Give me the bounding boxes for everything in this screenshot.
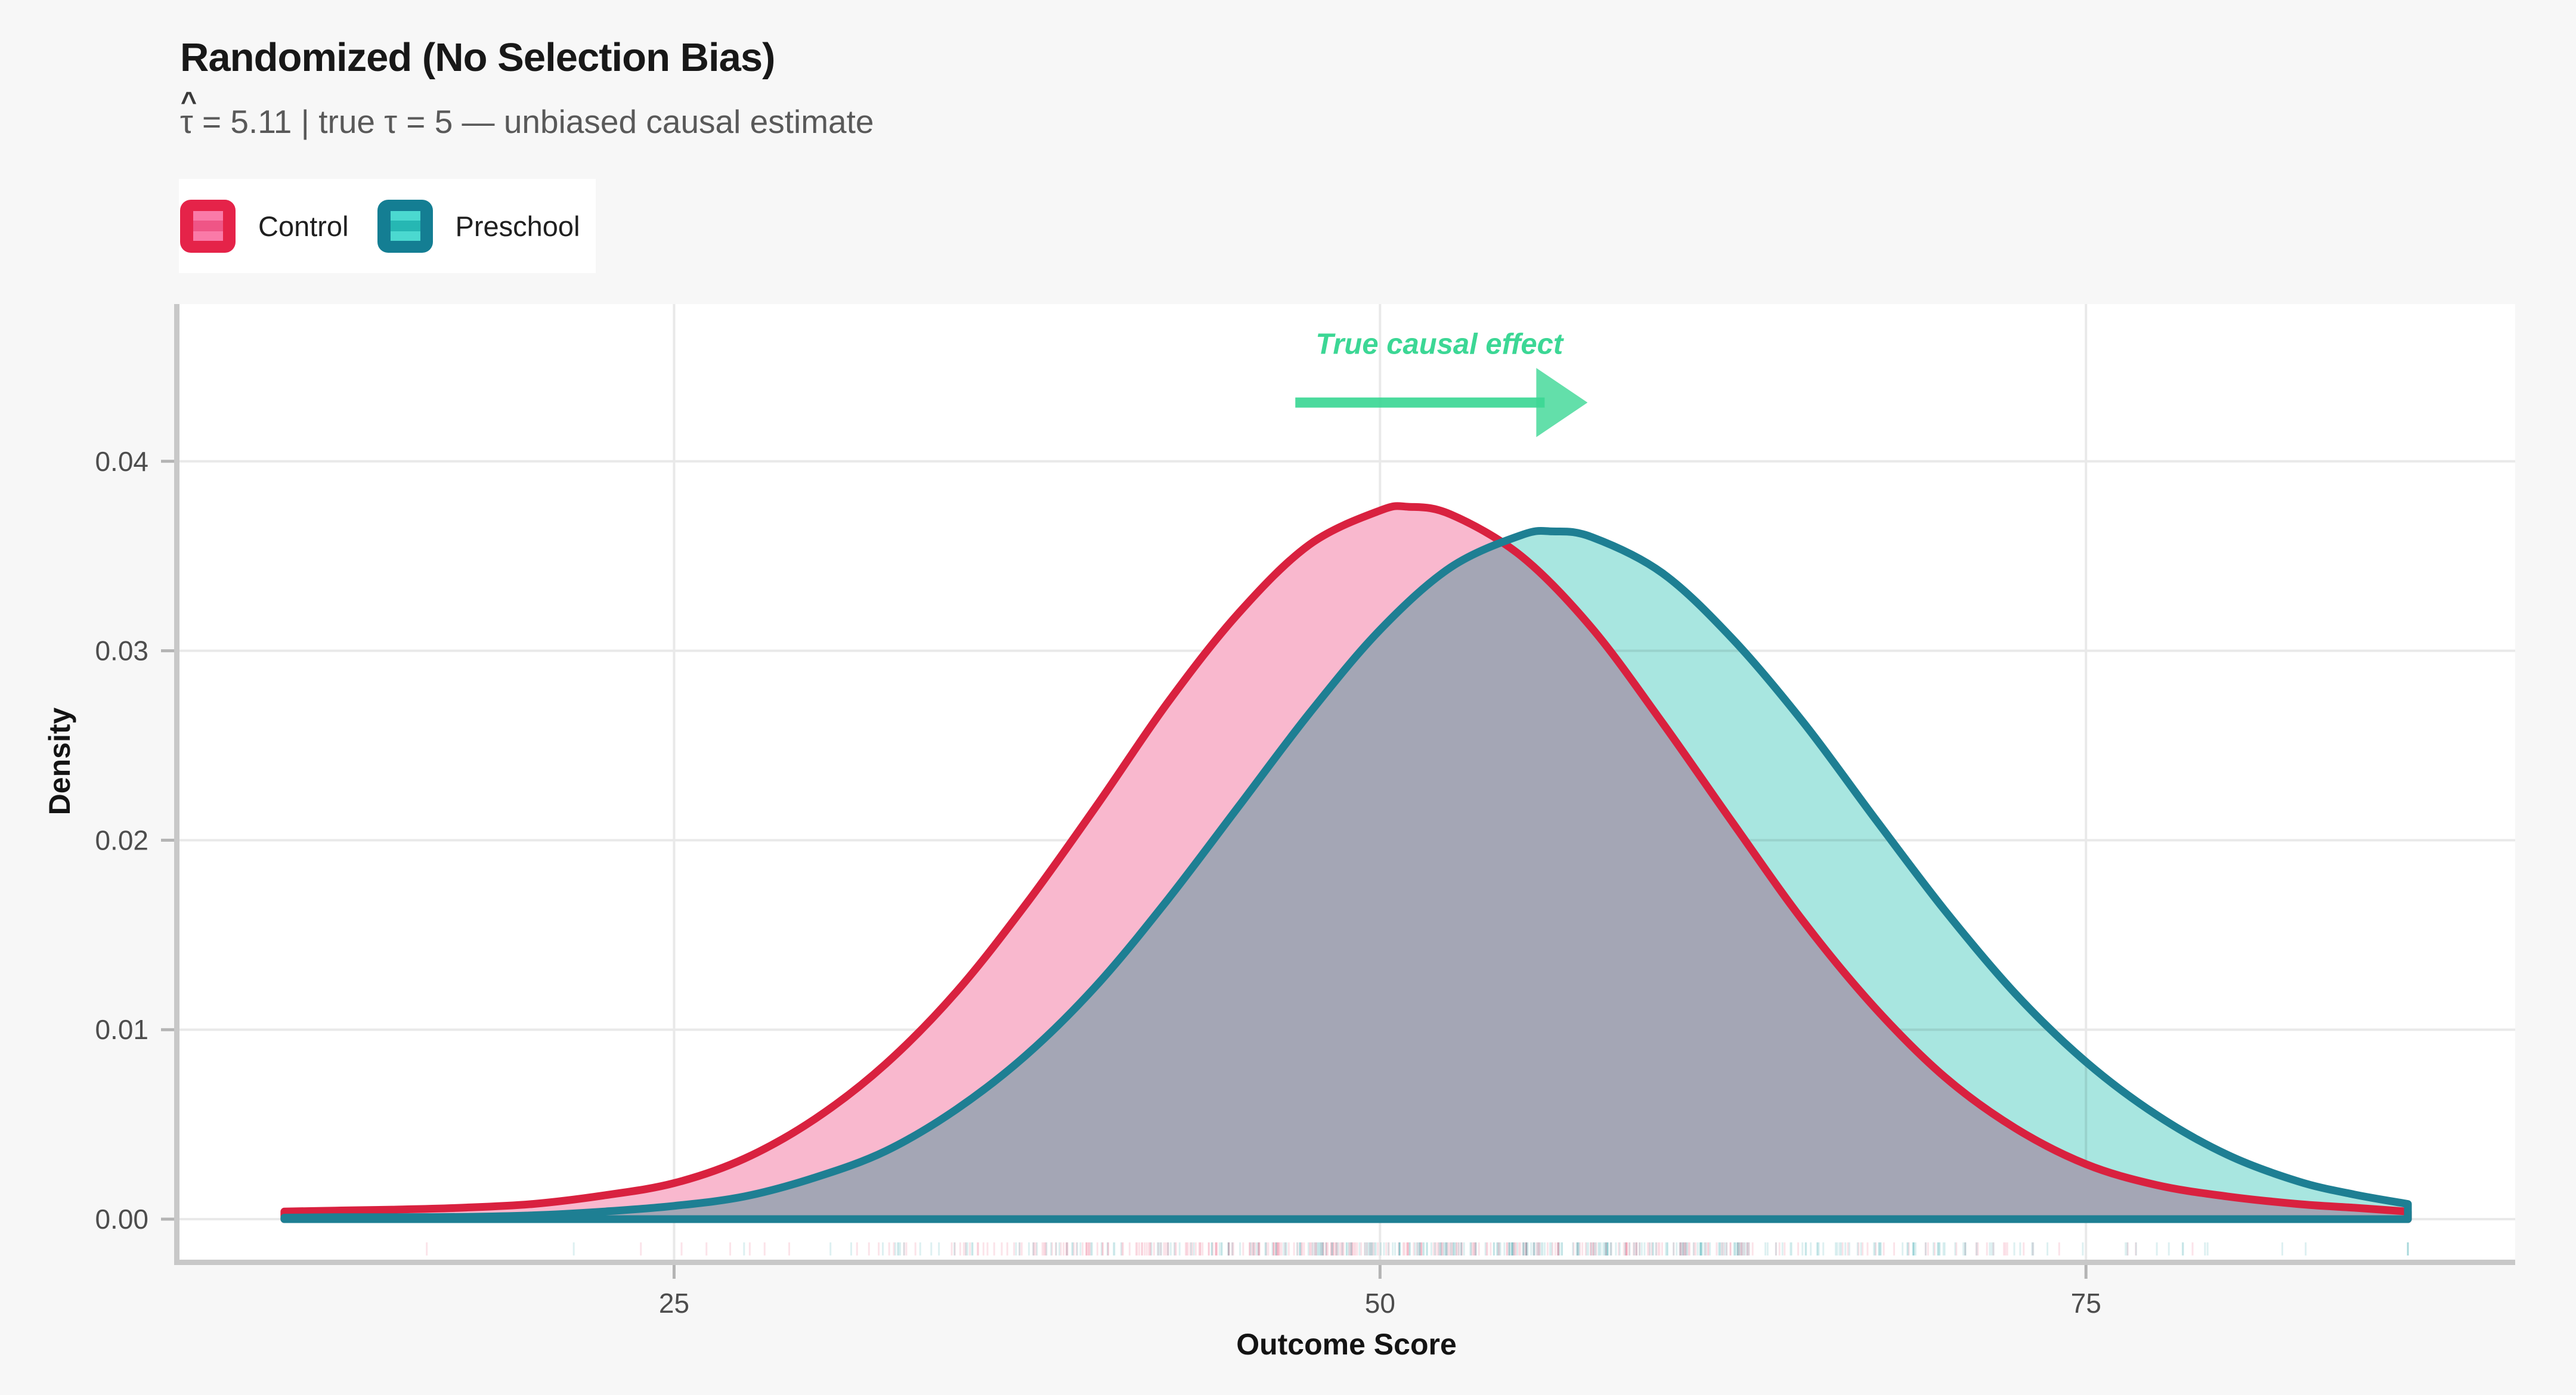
- y-tick-label: 0.01: [95, 1014, 148, 1045]
- key-stripe: [390, 231, 420, 241]
- y-axis-line: [174, 304, 179, 1265]
- preschool-density-fill: [284, 531, 2408, 1219]
- annotation-text: True causal effect: [1315, 328, 1564, 361]
- legend-label-control: Control: [258, 210, 349, 242]
- key-stripe: [193, 210, 223, 221]
- legend-label-preschool: Preschool: [455, 210, 580, 242]
- density-fills: [284, 506, 2408, 1220]
- tick-marks: [161, 460, 2088, 1279]
- legend-item-control: Control: [180, 199, 349, 253]
- preschool-legend-key-icon: [377, 199, 433, 253]
- tau-hat-symbol: τ ^: [180, 86, 197, 140]
- key-stripe: [390, 210, 420, 221]
- subtitle-text: = 5.11 | true τ = 5 — unbiased causal es…: [193, 103, 874, 140]
- y-tick-label: 0.03: [95, 636, 148, 666]
- legend-item-preschool: Preschool: [377, 199, 580, 253]
- chart-subtitle: τ ^ = 5.11 | true τ = 5 — unbiased causal…: [180, 86, 874, 141]
- legend: Control Preschool: [179, 179, 596, 273]
- key-stripe: [193, 231, 223, 241]
- x-tick-label: 75: [2071, 1288, 2101, 1319]
- y-tick-label: 0.02: [95, 824, 148, 855]
- y-tick-label: 0.00: [95, 1204, 148, 1235]
- y-axis-title: Density: [43, 707, 76, 816]
- arrow-head-icon: [1536, 368, 1588, 438]
- key-mid: [193, 220, 223, 231]
- x-axis-line: [174, 1260, 2515, 1265]
- density-curves: [280, 502, 2412, 1223]
- control-legend-key-icon: [180, 199, 236, 253]
- rug-marks: [426, 1242, 2409, 1256]
- hat-accent: ^: [180, 86, 197, 117]
- key-mid: [390, 220, 420, 231]
- control-density-line: [280, 502, 2412, 1223]
- x-tick-label: 50: [1365, 1288, 1395, 1319]
- axis-lines: [174, 304, 2515, 1265]
- y-tick-label: 0.04: [95, 446, 148, 477]
- tick-labels: 25 50 75 0.00 0.01 0.02 0.03 0.04: [95, 446, 2101, 1319]
- chart-title: Randomized (No Selection Bias): [180, 35, 775, 80]
- x-tick-label: 25: [659, 1288, 689, 1319]
- preschool-density-line: [280, 526, 2412, 1223]
- true-causal-effect-annotation: True causal effect: [1295, 328, 1588, 438]
- x-axis-title: Outcome Score: [1236, 1328, 1457, 1361]
